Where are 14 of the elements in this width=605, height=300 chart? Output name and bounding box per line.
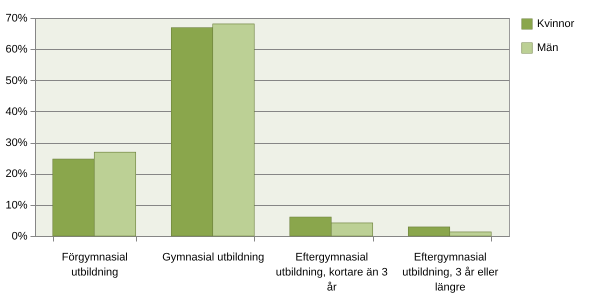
y-tick-label: 60% <box>5 44 28 56</box>
y-tick-label: 70% <box>5 12 28 24</box>
x-tick-label: Förgymnasial utbildning <box>62 252 128 278</box>
legend-label: Kvinnor <box>537 18 575 30</box>
x-tick-label: Eftergymnasial utbildning, kortare än 3 år <box>276 252 388 294</box>
x-tick-label: Eftergymnasial utbildning, 3 år eller längre <box>402 252 499 294</box>
y-tick-label: 20% <box>5 168 28 180</box>
y-tick-label: 0% <box>12 230 28 242</box>
y-tick-label: 10% <box>5 199 28 212</box>
y-tick-label: 50% <box>5 74 28 87</box>
legend-label: Män <box>537 42 558 54</box>
x-tick-label: Gymnasial utbildning <box>162 252 264 264</box>
y-tick-label: 40% <box>5 106 28 118</box>
y-tick-label: 30% <box>5 137 28 150</box>
